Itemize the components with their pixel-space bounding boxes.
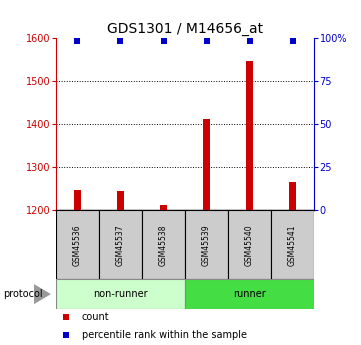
- Bar: [99, 210, 142, 279]
- Bar: [271, 210, 314, 279]
- Bar: [246, 61, 253, 210]
- Text: GSM45538: GSM45538: [159, 224, 168, 266]
- Polygon shape: [34, 284, 51, 304]
- Title: GDS1301 / M14656_at: GDS1301 / M14656_at: [107, 21, 263, 36]
- Bar: [185, 279, 314, 309]
- Text: percentile rank within the sample: percentile rank within the sample: [82, 330, 247, 340]
- Text: non-runner: non-runner: [93, 289, 148, 299]
- Text: GSM45541: GSM45541: [288, 224, 297, 266]
- Text: count: count: [82, 312, 109, 322]
- Text: GSM45537: GSM45537: [116, 224, 125, 266]
- Text: GSM45536: GSM45536: [73, 224, 82, 266]
- Bar: [74, 190, 81, 210]
- Text: GSM45540: GSM45540: [245, 224, 254, 266]
- Bar: [117, 191, 124, 210]
- Bar: [289, 183, 296, 210]
- Text: runner: runner: [233, 289, 266, 299]
- Bar: [185, 210, 228, 279]
- Bar: [56, 279, 185, 309]
- Bar: [142, 210, 185, 279]
- Bar: [56, 210, 99, 279]
- Text: GSM45539: GSM45539: [202, 224, 211, 266]
- Bar: [160, 205, 168, 210]
- Bar: [203, 119, 210, 210]
- Bar: [228, 210, 271, 279]
- Text: protocol: protocol: [4, 289, 43, 299]
